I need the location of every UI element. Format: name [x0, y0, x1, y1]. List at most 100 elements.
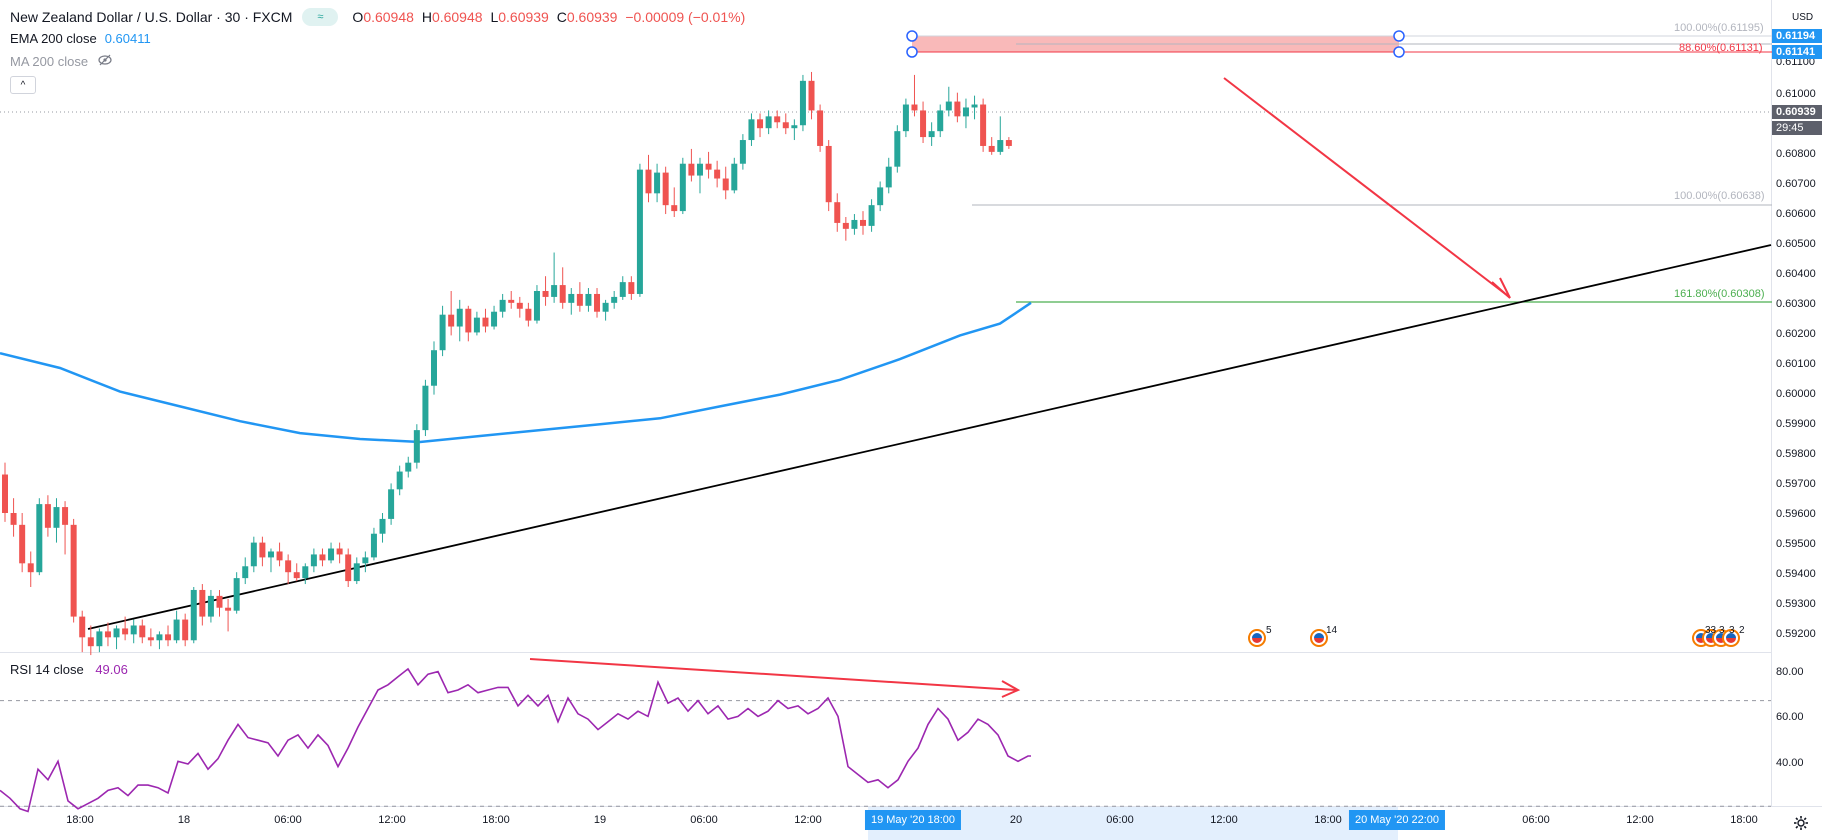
candle-body — [165, 634, 172, 641]
candle-body — [328, 548, 335, 561]
candle-body — [285, 560, 292, 573]
candle-body — [156, 634, 163, 641]
symbol-title[interactable]: New Zealand Dollar / U.S. Dollar · 30 · … — [10, 9, 293, 25]
ema-legend[interactable]: EMA 200 close 0.60411 — [10, 31, 151, 46]
candle-body — [396, 471, 403, 490]
candle-body — [422, 385, 429, 431]
candle-body — [53, 507, 60, 528]
candle-body — [911, 104, 918, 111]
candle-body — [902, 104, 909, 132]
rsi-tick-label: 60.00 — [1776, 711, 1804, 723]
time-tick-label: 12:00 — [378, 814, 406, 826]
rsi-value: 49.06 — [95, 662, 128, 677]
candle-body — [619, 282, 626, 297]
price-tag-last: 0.60939 — [1772, 105, 1822, 119]
time-tick-label: 18 — [177, 814, 191, 826]
gear-icon[interactable] — [1793, 815, 1809, 836]
candle-body — [954, 101, 961, 117]
candle-body — [962, 107, 969, 117]
fib-label-mid: 88.60%(0.61131) — [1679, 42, 1763, 54]
price-tick-label: 0.61000 — [1776, 88, 1816, 100]
candle-body — [199, 589, 206, 617]
rsi-legend[interactable]: RSI 14 close 49.06 — [10, 662, 128, 677]
candle-body — [456, 308, 463, 327]
time-tick-label: 06:00 — [690, 814, 718, 826]
ma-legend[interactable]: MA 200 close — [10, 54, 112, 69]
fib-handle — [906, 30, 918, 42]
open-label: O — [352, 9, 364, 25]
close-value: 0.60939 — [566, 9, 618, 25]
price-tick-label: 0.60000 — [1776, 388, 1816, 400]
candle-body — [122, 628, 129, 635]
eye-off-icon[interactable] — [98, 54, 112, 69]
fib-label-ext: 161.80%(0.60308) — [1674, 288, 1765, 300]
candle-body — [542, 291, 549, 297]
candle-body — [207, 595, 214, 617]
symbol-legend: New Zealand Dollar / U.S. Dollar · 30 · … — [10, 8, 749, 26]
price-tick-label: 0.60800 — [1776, 148, 1816, 160]
time-highlight-end: 20 May '20 22:00 — [1348, 810, 1446, 830]
bar-countdown: 29:45 — [1772, 121, 1822, 135]
candle-body — [130, 625, 137, 635]
candle-body — [491, 311, 498, 327]
price-tick-label: 0.59800 — [1776, 448, 1816, 460]
candle-body — [971, 104, 978, 108]
fib-label-low: 100.00%(0.60638) — [1674, 190, 1765, 202]
time-highlight-start: 19 May '20 18:00 — [864, 810, 962, 830]
fib-label-top: 100.00%(0.61195) — [1674, 22, 1764, 34]
candle-body — [851, 219, 858, 229]
time-tick-label: 18:00 — [1314, 814, 1342, 826]
currency-label: USD — [1792, 12, 1814, 23]
candle-body — [645, 169, 652, 194]
price-tick-label: 0.60300 — [1776, 298, 1816, 310]
candle-body — [36, 504, 43, 573]
candle-body — [242, 566, 249, 579]
candle-body — [774, 116, 781, 123]
change-value: −0.00009 (−0.01%) — [625, 9, 746, 25]
candle-body — [353, 563, 360, 582]
price-tick-label: 0.59500 — [1776, 538, 1816, 550]
wave-badge-icon[interactable]: ≈ — [302, 8, 339, 26]
close-label: C — [556, 9, 567, 25]
candle-body — [448, 314, 455, 327]
candle-body — [233, 578, 240, 611]
price-tick-label: 0.59200 — [1776, 628, 1816, 640]
collapse-legend-button[interactable]: ^ — [10, 76, 36, 94]
candle-body — [662, 172, 669, 206]
candle-body — [739, 140, 746, 164]
ohlc-values: O0.60948 H0.60948 L0.60939 C0.60939 −0.0… — [352, 9, 749, 25]
time-tick-label: 18:00 — [1730, 814, 1758, 826]
price-tick-label: 0.59700 — [1776, 478, 1816, 490]
candle-body — [765, 116, 772, 129]
candle-body — [431, 350, 437, 386]
economic-event-icon[interactable] — [1248, 629, 1266, 647]
candle-body — [10, 513, 17, 525]
candle-body — [748, 119, 755, 141]
candle-body — [834, 202, 841, 223]
candle-body — [679, 163, 686, 212]
economic-event-icon[interactable] — [1310, 629, 1328, 647]
candle-body — [705, 163, 712, 170]
candle-body — [1005, 140, 1012, 146]
candle-body — [877, 187, 884, 206]
candle-body — [533, 291, 540, 321]
candle-body — [654, 172, 661, 194]
candle-body — [182, 619, 189, 641]
economic-event-icon[interactable] — [1722, 629, 1740, 647]
candle-body — [602, 302, 609, 312]
candle-body — [370, 533, 377, 558]
ema-label: EMA 200 close — [10, 31, 97, 46]
time-tick-label: 20 — [1009, 814, 1023, 826]
candle-body — [79, 616, 86, 638]
candle-body — [516, 302, 523, 309]
candle-body — [439, 314, 446, 351]
price-tick-label: 0.60500 — [1776, 238, 1816, 250]
trend-line — [87, 244, 1772, 630]
main-pane — [0, 0, 1771, 652]
candle-body — [714, 169, 721, 179]
candle-body — [379, 518, 386, 534]
rsi-divergence-arrow — [529, 658, 1017, 691]
candle-body — [525, 308, 532, 321]
ma-label: MA 200 close — [10, 54, 89, 69]
